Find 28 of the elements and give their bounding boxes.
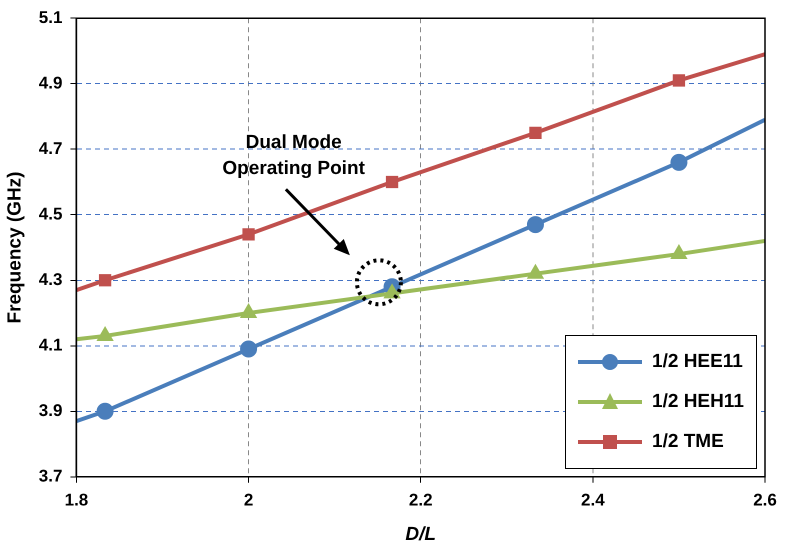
x-axis-title: D/L [405,524,436,545]
y-axis-title: Frequency (GHz) [4,171,26,324]
legend-label: 1/2 HEH11 [652,390,744,413]
y-tick-label: 3.7 [38,466,62,486]
y-tick-label: 4.5 [38,204,62,224]
point [529,126,542,140]
y-tick-label: 4.7 [38,138,62,158]
x-tick-label: 1.8 [64,490,88,510]
point [98,274,112,286]
y-tick-label: 4.9 [38,73,62,92]
x-tick-label: 2.4 [581,490,606,510]
x-tick-label: 2.2 [408,490,433,510]
annotation: Dual Mode Operating Point [222,131,365,182]
x-tick-label: 2.6 [753,490,777,510]
point [526,216,544,234]
y-tick-label: 4.1 [38,335,62,354]
y-tick-label: 5.1 [38,8,62,27]
point [96,402,114,420]
point [672,74,686,87]
x-tick-label: 2 [244,490,254,510]
point [670,154,688,171]
point [240,340,258,358]
y-tick-label: 4.3 [38,270,62,289]
point [242,228,255,241]
legend-label: 1/2 HEE11 [652,350,743,373]
legend-label: 1/2 TME [652,430,724,453]
y-tick-label: 3.9 [38,400,62,420]
point [386,176,398,188]
